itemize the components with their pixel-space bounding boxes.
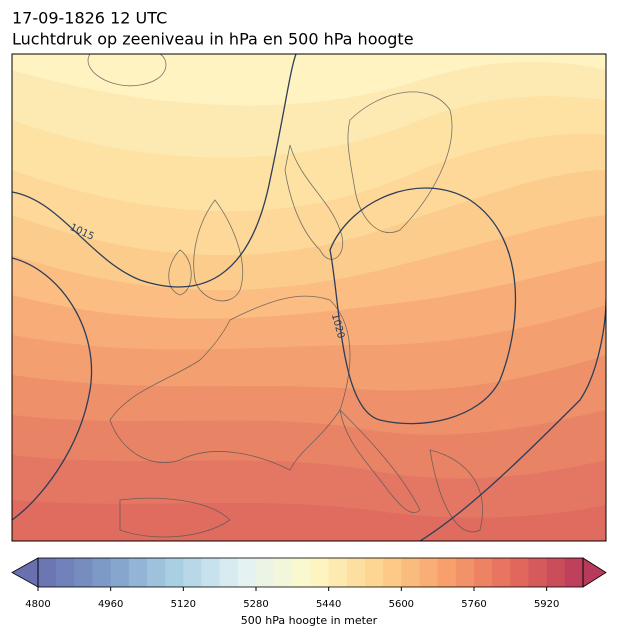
colorbar-segment — [110, 558, 130, 587]
colorbar-segment — [492, 558, 511, 587]
colorbar-segment — [401, 558, 420, 587]
map-frame — [11, 53, 607, 542]
colorbar-segment — [219, 558, 239, 587]
colorbar-label: 500 hPa hoogte in meter — [241, 614, 378, 627]
colorbar-segment — [256, 558, 275, 587]
colorbar-segment — [201, 558, 221, 587]
colorbar-segment — [292, 558, 311, 587]
colorbar-segment — [38, 558, 57, 587]
colorbar-tick-label: 4800 — [25, 599, 50, 610]
colorbar-segment — [56, 558, 75, 587]
colorbar-segment — [528, 558, 548, 587]
colorbar-segment — [564, 558, 584, 587]
colorbar-segment — [510, 558, 529, 587]
colorbar: 4800 4960 5120 5280 5440 5600 5760 5920 — [11, 557, 607, 610]
colorbar-segment — [328, 558, 348, 587]
colorbar-segment — [183, 558, 202, 587]
colorbar-segment — [437, 558, 457, 587]
colorbar-extend-low — [11, 557, 39, 588]
colorbar-tick-label: 5760 — [461, 599, 486, 610]
colorbar-extend-high — [582, 557, 607, 588]
colorbar-segment — [474, 558, 493, 587]
subtitle: Luchtdruk op zeeniveau in hPa en 500 hPa… — [12, 30, 414, 49]
colorbar-segment — [310, 558, 330, 587]
colorbar-tick-label: 5280 — [243, 599, 268, 610]
map — [12, 54, 606, 541]
title: 17-09-1826 12 UTC — [12, 9, 167, 28]
colorbar-segment — [419, 558, 439, 587]
colorbar-segment — [365, 558, 384, 587]
colorbar-tick-label: 5120 — [171, 599, 196, 610]
colorbar-tick-label: 5600 — [389, 599, 414, 610]
colorbar-segment — [92, 558, 112, 587]
colorbar-segment — [546, 558, 566, 587]
colorbar-tick-label: 5440 — [316, 599, 341, 610]
colorbar-tick-label: 5920 — [534, 599, 559, 610]
colorbar-segment — [165, 558, 184, 587]
colorbar-segment — [128, 558, 148, 587]
colorbar-segment — [147, 558, 166, 587]
colorbar-tick-label: 4960 — [98, 599, 123, 610]
colorbar-segment — [455, 558, 475, 587]
colorbar-segment — [74, 558, 93, 587]
colorbar-frame — [37, 557, 584, 588]
colorbar-segment — [346, 558, 366, 587]
colorbar-segment — [274, 558, 293, 587]
colorbar-segment — [237, 558, 257, 587]
colorbar-segment — [383, 558, 402, 587]
